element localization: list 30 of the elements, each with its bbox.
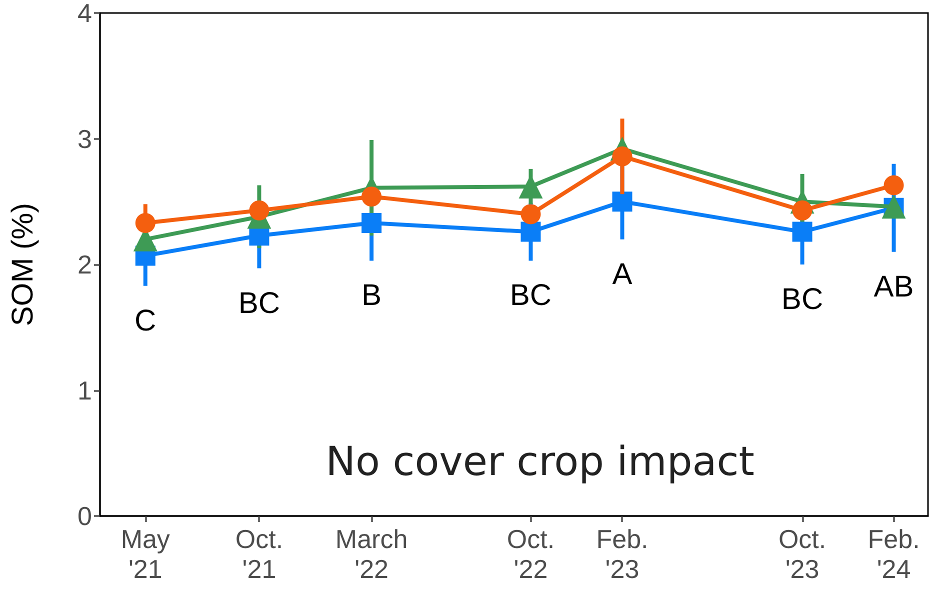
point	[612, 192, 632, 212]
annotation: B	[362, 279, 382, 312]
annotation: C	[134, 304, 156, 338]
y-tick-label: 1	[78, 375, 92, 406]
point	[135, 213, 156, 233]
point	[520, 222, 541, 242]
x-tick-label: Oct. '22	[506, 524, 555, 584]
point	[362, 186, 382, 207]
x-tick-label: Feb. '24	[868, 524, 920, 584]
point	[884, 175, 904, 196]
annotation: BC	[510, 279, 552, 312]
point	[362, 213, 382, 234]
point	[249, 200, 270, 220]
x-tick-label: May '21	[120, 524, 170, 584]
x-tick-label: March '22	[335, 524, 408, 584]
annotation: No cover crop impact	[326, 439, 754, 485]
x-tick-label: Feb. '23	[596, 524, 648, 584]
y-axis-title: SOM (%)	[6, 202, 40, 326]
point	[520, 204, 541, 224]
y-tick-label: 4	[78, 0, 92, 28]
x-tick-label: Oct. '23	[778, 524, 826, 584]
y-tick-label: 3	[78, 124, 92, 154]
x-tick-label: Oct. '21	[235, 524, 284, 584]
annotation: BC	[781, 283, 824, 316]
annotation: BC	[238, 286, 280, 320]
point	[792, 222, 812, 242]
y-tick-label: 0	[78, 501, 92, 531]
y-tick-label: 2	[78, 250, 92, 280]
annotation: A	[612, 258, 632, 291]
annotation: AB	[874, 270, 914, 304]
